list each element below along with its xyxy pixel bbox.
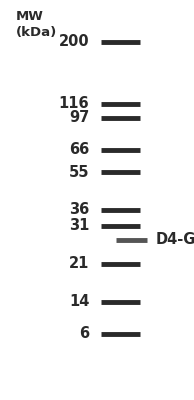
Text: 97: 97 [69,110,89,126]
Text: MW
(kDa): MW (kDa) [16,10,57,39]
Text: 116: 116 [59,96,89,112]
Text: 21: 21 [69,256,89,272]
Text: 55: 55 [69,164,89,180]
Text: 200: 200 [59,34,89,50]
Text: 31: 31 [69,218,89,234]
Text: D4-GDI: D4-GDI [155,232,194,248]
Text: 36: 36 [69,202,89,218]
Text: 66: 66 [69,142,89,158]
Text: 14: 14 [69,294,89,310]
Text: 6: 6 [79,326,89,342]
